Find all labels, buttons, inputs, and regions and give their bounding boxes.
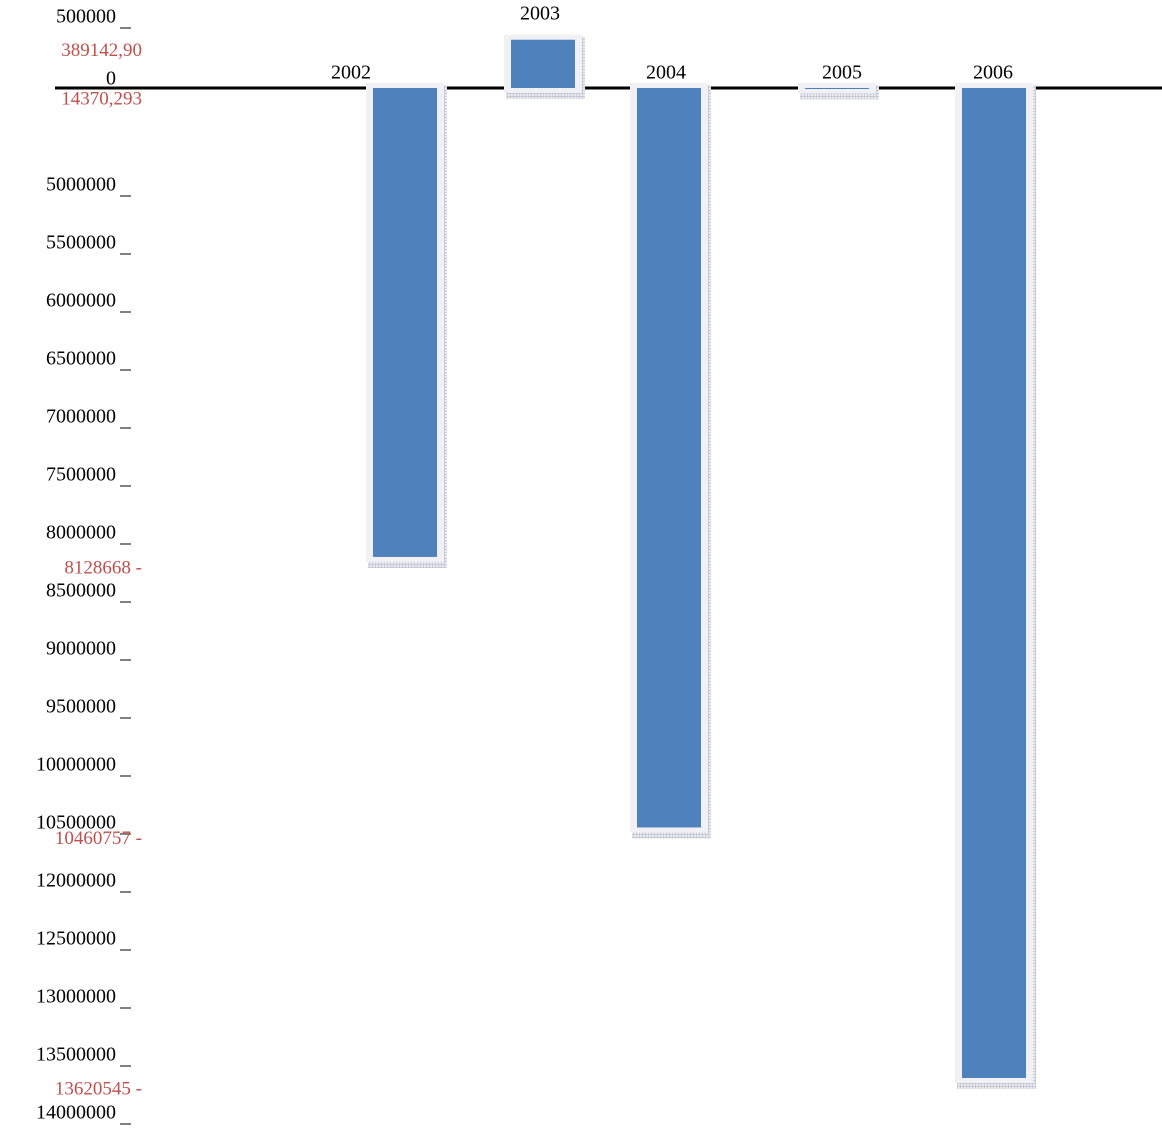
bar [805,88,869,89]
bar [373,88,437,557]
y-tick-label: 0 [106,68,116,90]
category-label: 2006 [973,62,1013,84]
y-tick-label: 500000 [56,6,116,28]
bar [511,39,575,88]
y-tick-label: 7500000 [46,464,116,486]
value-label: 10460757 - [55,828,142,849]
value-label: 13620545 - [55,1078,142,1099]
y-tick-label: 10500000 [36,812,116,834]
category-label: 2005 [822,62,862,84]
bar [962,88,1026,1078]
y-tick-label: 13000000 [36,986,116,1008]
category-label: 2002 [331,62,371,84]
y-tick-label: 12500000 [36,928,116,950]
y-tick-label: 13500000 [36,1044,116,1066]
y-tick-label: 12000000 [36,870,116,892]
y-tick-label: 9000000 [46,638,116,660]
y-tick-label: 8000000 [46,522,116,544]
y-tick-label: 5000000 [46,174,116,196]
y-tick-label: 8500000 [46,580,116,602]
value-label: 14370,293 [61,89,142,110]
y-tick-label: 9500000 [46,696,116,718]
category-label: 2004 [646,62,686,84]
y-tick-label: 6000000 [46,290,116,312]
value-label: 8128668 - [64,557,142,578]
y-tick-label: 5500000 [46,232,116,254]
bar [637,88,701,828]
y-tick-label: 6500000 [46,348,116,370]
y-tick-label: 14000000 [36,1102,116,1124]
y-tick-label: 10000000 [36,754,116,776]
value-label: 389142,90 [61,40,142,61]
category-label: 2003 [520,2,560,24]
y-tick-label: 7000000 [46,406,116,428]
